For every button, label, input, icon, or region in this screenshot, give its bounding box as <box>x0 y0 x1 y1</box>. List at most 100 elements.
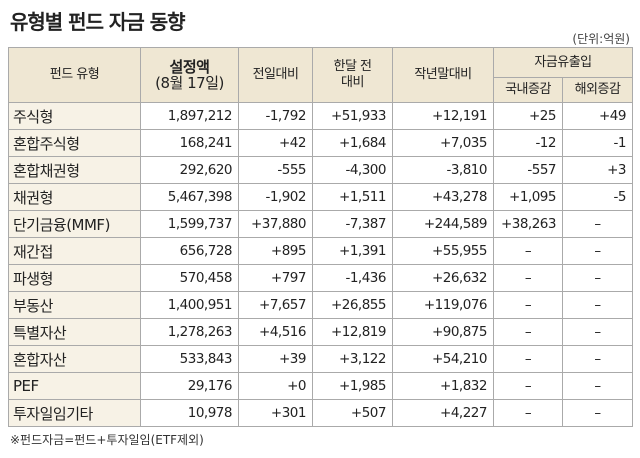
value-cell: +26,632 <box>392 264 494 292</box>
header-cell: 전일대비 <box>238 47 313 103</box>
value-cell: +26,855 <box>312 291 393 319</box>
value-cell: – <box>493 399 563 427</box>
value-cell: +38,263 <box>493 210 563 238</box>
unit: (단위:억원) <box>572 32 630 46</box>
value-cell: – <box>562 237 633 265</box>
header-cell: 설정액 (8월 17일) <box>140 47 239 103</box>
value-cell: – <box>562 291 633 319</box>
fund-type: PEF <box>8 372 141 400</box>
table-body: 주식형 1,897,212 -1,792 +51,933 +12,191 +25 +49 혼합… <box>8 102 633 427</box>
value-cell: 292,620 <box>140 156 239 184</box>
table-row: 주식형 1,897,212 -1,792 +51,933 +12,191 +25 +49 <box>8 102 633 130</box>
footnote: ※펀드자금=펀드+투자일임(ETF제외) <box>10 433 204 447</box>
value-cell: +55,955 <box>392 237 494 265</box>
value-cell: +507 <box>312 399 393 427</box>
header-cell: 국내증감 <box>493 77 563 103</box>
fund-type: 특별자산 <box>8 318 141 346</box>
table-row: 채권형 5,467,398 -1,902 +1,511 +43,278 +1,095 -5 <box>8 183 633 211</box>
value-cell: +1,391 <box>312 237 393 265</box>
table-row: 단기금융(MMF) 1,599,737 +37,880 -7,387 +244,589 +… <box>8 210 633 238</box>
table-row: PEF 29,176 +0 +1,985 +1,832– – <box>8 372 633 400</box>
table-row: 특별자산 1,278,263 +4,516 +12,819 +90,875– – <box>8 318 633 346</box>
value-cell: -12 <box>493 129 563 157</box>
header-text: 설정액 <box>169 58 210 76</box>
value-cell: +3,122 <box>312 345 393 373</box>
value-cell: +3 <box>562 156 633 184</box>
value-cell: -1,792 <box>238 102 313 130</box>
value-cell: +90,875 <box>392 318 494 346</box>
table-row: 혼합자산 533,843 +39 +3,122 +54,210– – <box>8 345 633 373</box>
value-cell: – <box>562 345 633 373</box>
value-cell: +1,832 <box>392 372 494 400</box>
value-cell: +0 <box>238 372 313 400</box>
value-cell: +51,933 <box>312 102 393 130</box>
fund-type: 파생형 <box>8 264 141 292</box>
fund-type: 단기금융(MMF) <box>8 210 141 238</box>
table-row: 파생형 570,458 +797 -1,436 +26,632– – <box>8 264 633 292</box>
value-cell: -4,300 <box>312 156 393 184</box>
value-cell: +7,657 <box>238 291 313 319</box>
value-cell: – <box>562 372 633 400</box>
value-cell: +244,589 <box>392 210 494 238</box>
table-row: 재간접 656,728 +895 +1,391 +55,955– – <box>8 237 633 265</box>
value-cell: +39 <box>238 345 313 373</box>
value-cell: +25 <box>493 102 563 130</box>
value-cell: -5 <box>562 183 633 211</box>
value-cell: -1 <box>562 129 633 157</box>
header-text: 대비 <box>341 75 364 90</box>
header-cell: 작년말대비 <box>392 47 494 103</box>
value-cell: 29,176 <box>140 372 239 400</box>
table-row: 부동산 1,400,951 +7,657 +26,855 +119,076– – <box>8 291 633 319</box>
value-cell: +4,227 <box>392 399 494 427</box>
fund-type: 주식형 <box>8 102 141 130</box>
table-row: 혼합채권형 292,620 -555 -4,300 -3,810 -557 +3 <box>8 156 633 184</box>
header-text: (8월 17일) <box>155 74 224 92</box>
value-cell: +54,210 <box>392 345 494 373</box>
value-cell: – <box>562 318 633 346</box>
value-cell: +797 <box>238 264 313 292</box>
value-cell: +37,880 <box>238 210 313 238</box>
fund-type: 혼합채권형 <box>8 156 141 184</box>
value-cell: – <box>562 264 633 292</box>
value-cell: -1,436 <box>312 264 393 292</box>
value-cell: -7,387 <box>312 210 393 238</box>
fund-type: 부동산 <box>8 291 141 319</box>
value-cell: – <box>562 210 633 238</box>
value-cell: +1,095 <box>493 183 563 211</box>
value-cell: 168,241 <box>140 129 239 157</box>
value-cell: -555 <box>238 156 313 184</box>
value-cell: +1,985 <box>312 372 393 400</box>
value-cell: – <box>493 264 563 292</box>
value-cell: +301 <box>238 399 313 427</box>
table-row: 혼합주식형 168,241 +42 +1,684 +7,035 -12 -1 <box>8 129 633 157</box>
value-cell: – <box>493 318 563 346</box>
value-cell: +119,076 <box>392 291 494 319</box>
fund-type: 혼합자산 <box>8 345 141 373</box>
fund-table: 펀드 유형 설정액 (8월 17일) 전일대비 한달 전 대비 작년말대비 자금유출… <box>8 47 633 427</box>
value-cell: +12,191 <box>392 102 494 130</box>
title: 유형별 펀드 자금 동향 <box>10 10 185 34</box>
value-cell: – <box>493 291 563 319</box>
fund-type: 투자일임기타 <box>8 399 141 427</box>
value-cell: 5,467,398 <box>140 183 239 211</box>
value-cell: +4,516 <box>238 318 313 346</box>
value-cell: 1,599,737 <box>140 210 239 238</box>
value-cell: 1,278,263 <box>140 318 239 346</box>
header-cell: 펀드 유형 <box>8 47 141 103</box>
fund-type: 혼합주식형 <box>8 129 141 157</box>
value-cell: +895 <box>238 237 313 265</box>
value-cell: +42 <box>238 129 313 157</box>
table-row: 투자일임기타 10,978 +301 +507 +4,227– – <box>8 399 633 427</box>
value-cell: – <box>493 345 563 373</box>
value-cell: +1,511 <box>312 183 393 211</box>
value-cell: 533,843 <box>140 345 239 373</box>
header-cell: 해외증감 <box>562 77 633 103</box>
value-cell: +49 <box>562 102 633 130</box>
value-cell: -1,902 <box>238 183 313 211</box>
value-cell: +7,035 <box>392 129 494 157</box>
value-cell: -557 <box>493 156 563 184</box>
value-cell: 10,978 <box>140 399 239 427</box>
value-cell: +12,819 <box>312 318 393 346</box>
value-cell: 1,400,951 <box>140 291 239 319</box>
